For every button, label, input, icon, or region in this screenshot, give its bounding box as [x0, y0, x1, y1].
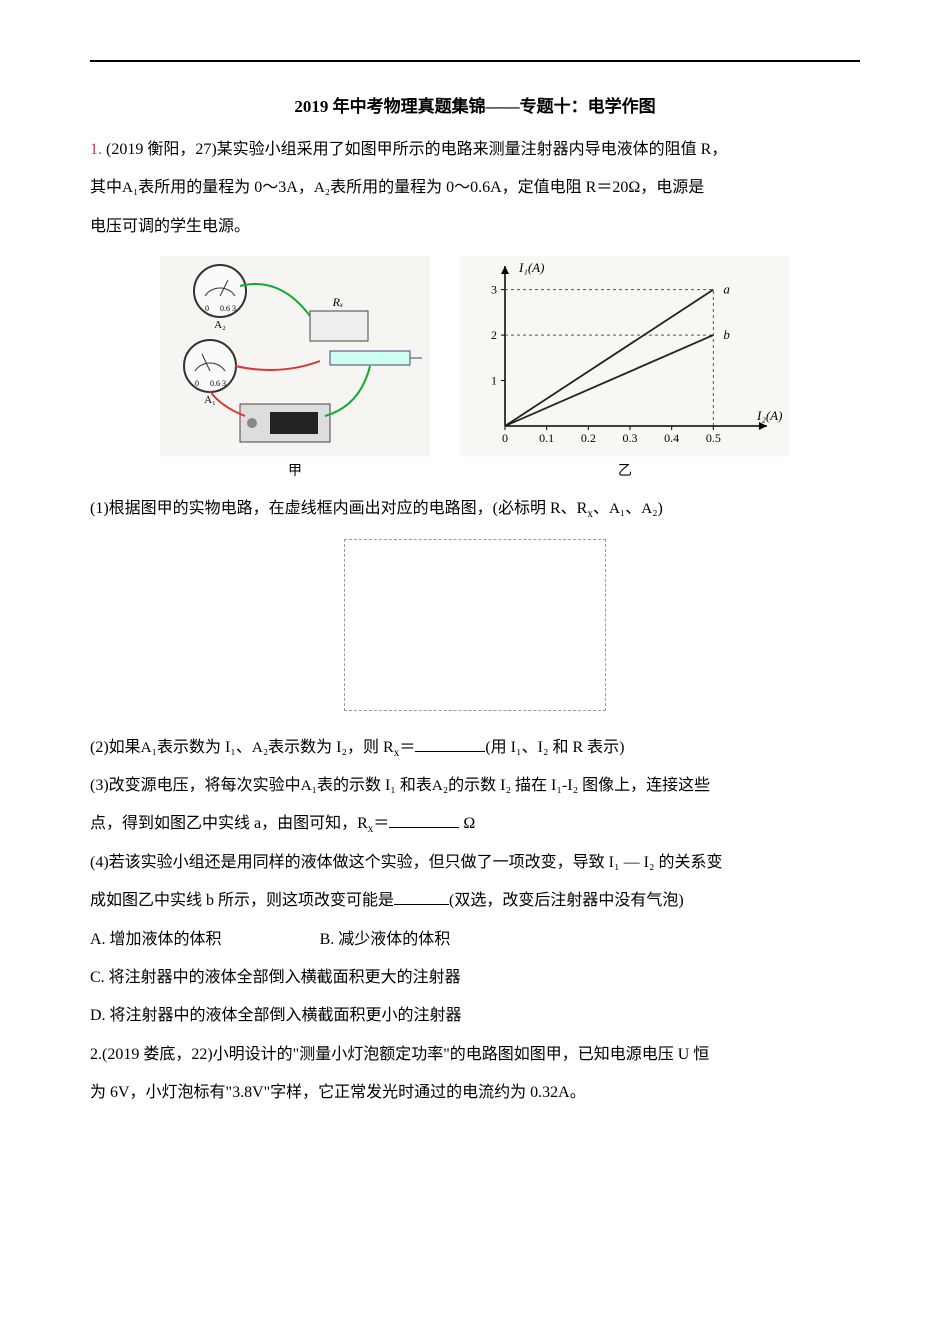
svg-text:Rₓ: Rₓ	[332, 295, 344, 309]
svg-text:I₁(A): I₁(A)	[518, 260, 544, 275]
figure-left: Rₓ A₂ 0 0.6 3 A₁ 0 0.6 3	[160, 256, 430, 476]
q1-sub3b: 表的示数 I₁ 和表	[317, 777, 432, 794]
svg-text:b: b	[723, 327, 730, 342]
q1-sub1a: (1)根据图甲的实物电路，在虚线框内画出对应的电路图，(必标明 R、R	[90, 500, 587, 517]
svg-text:0: 0	[195, 379, 199, 388]
q1-sub1b: 、	[593, 500, 609, 517]
page-title: 2019 年中考物理真题集锦——专题十：电学作图	[90, 92, 860, 117]
q1-sub3c: 的示数 I₂ 描在 I₁-I₂ 图像上，连接这些	[448, 777, 710, 794]
q1-source: (2019 衡阳，27)	[106, 141, 217, 158]
q1-sub1d: )	[658, 500, 663, 517]
q1-sub2d: ＝	[399, 739, 415, 756]
q1-sub2c: 表示数为 I₂，则 R	[268, 739, 394, 756]
svg-text:0: 0	[205, 304, 209, 313]
top-rule	[90, 60, 860, 62]
svg-text:3: 3	[491, 283, 497, 297]
circuit-sketch: Rₓ A₂ 0 0.6 3 A₁ 0 0.6 3	[160, 256, 430, 456]
svg-text:2: 2	[491, 328, 497, 342]
q1-sub3d: 点，得到如图乙中实线 a，由图可知，R	[90, 815, 368, 832]
q1-sub4b: 成如图乙中实线 b 所示，则这项改变可能是	[90, 892, 394, 909]
q1-sub3e: ＝	[373, 815, 389, 832]
q1-sub3f: Ω	[459, 815, 475, 832]
ammeter2-icon-b: A₂	[641, 500, 657, 517]
svg-text:a: a	[723, 282, 730, 297]
option-c: C. 将注射器中的液体全部倒入横截面积更大的注射器	[90, 959, 860, 997]
svg-text:I₂(A): I₂(A)	[756, 408, 782, 423]
q1-sub3-line2: 点，得到如图乙中实线 a，由图可知，Rx＝ Ω	[90, 805, 860, 843]
ammeter1-icon-c: A₁	[141, 739, 157, 756]
q1-line2c: 表所用的量程为 0～0.6A，定值电阻 R＝20Ω，电源是	[330, 179, 704, 196]
q1-sub2e: (用 I₁、I₂ 和 R 表示)	[485, 739, 624, 756]
q1-number: 1.	[90, 141, 102, 158]
ammeter1-icon-d: A₁	[301, 777, 317, 794]
q1-sub1c: 、	[625, 500, 641, 517]
figure-right: 12300.10.20.30.40.5abI₁(A)I₂(A) 乙	[460, 256, 790, 476]
fig-right-caption: 乙	[618, 460, 632, 480]
ammeter1-icon-b: A₁	[609, 500, 625, 517]
option-d: D. 将注射器中的液体全部倒入横截面积更小的注射器	[90, 997, 860, 1035]
q2-line1: 2.(2019 娄底，22)小明设计的"测量小灯泡额定功率"的电路图如图甲，已知…	[90, 1036, 860, 1074]
svg-text:0.3: 0.3	[623, 431, 638, 445]
blank-3	[394, 888, 449, 905]
svg-text:0.6 3: 0.6 3	[210, 379, 226, 388]
figure-row: Rₓ A₂ 0 0.6 3 A₁ 0 0.6 3	[90, 256, 860, 476]
ammeter2-icon-c: A₂	[252, 739, 268, 756]
ammeter2-icon-d: A₂	[432, 777, 448, 794]
blank-2	[389, 811, 459, 828]
graph-svg: 1 2 3 0 0.1 0.2 0.3 0.4 0.5 a b I₁(A) I₂(A)	[460, 256, 790, 456]
q1-line1: 某实验小组采用了如图甲所示的电路来测量注射器内导电液体的阻值 R，	[217, 141, 728, 158]
option-row-ab: A. 增加液体的体积 B. 减少液体的体积	[90, 921, 860, 959]
q1-line2: 其中A₁表所用的量程为 0～3A，A₂表所用的量程为 0～0.6A，定值电阻 R…	[90, 169, 860, 207]
option-b: B. 减少液体的体积	[320, 931, 451, 948]
ammeter1-icon: A₁	[122, 179, 138, 196]
svg-text:0.6 3: 0.6 3	[220, 304, 236, 313]
q1-sub2b: 表示数为 I₁、	[157, 739, 252, 756]
q1-line2b: 表所用的量程为 0～3A，	[138, 179, 314, 196]
svg-text:1: 1	[491, 374, 497, 388]
q1-sub4-line1: (4)若该实验小组还是用同样的液体做这个实验，但只做了一项改变，导致 I₁ — …	[90, 844, 860, 882]
answer-box	[344, 539, 606, 711]
q1-sub3a: (3)改变源电压，将每次实验中	[90, 777, 301, 794]
svg-text:0.4: 0.4	[664, 431, 679, 445]
document-page: 2019 年中考物理真题集锦——专题十：电学作图 1. (2019 衡阳，27)…	[0, 0, 950, 1344]
blank-1	[415, 735, 485, 752]
q1-line3: 电压可调的学生电源。	[90, 208, 860, 246]
ammeter2-icon: A₂	[314, 179, 330, 196]
svg-text:0: 0	[502, 431, 508, 445]
q1-sub2: (2)如果A₁表示数为 I₁、A₂表示数为 I₂，则 Rx＝(用 I₁、I₂ 和…	[90, 729, 860, 767]
svg-text:0.2: 0.2	[581, 431, 596, 445]
q1-sub2a: (2)如果	[90, 739, 141, 756]
q2-line2: 为 6V，小灯泡标有"3.8V"字样，它正常发光时通过的电流约为 0.32A。	[90, 1074, 860, 1112]
option-a: A. 增加液体的体积	[90, 931, 222, 948]
q1-paragraph: 1. (2019 衡阳，27)某实验小组采用了如图甲所示的电路来测量注射器内导电…	[90, 131, 860, 169]
q1-sub3-line1: (3)改变源电压，将每次实验中A₁表的示数 I₁ 和表A₂的示数 I₂ 描在 I…	[90, 767, 860, 805]
svg-text:0.5: 0.5	[706, 431, 721, 445]
q1-sub4-line2: 成如图乙中实线 b 所示，则这项改变可能是 (双选，改变后注射器中没有气泡)	[90, 882, 860, 920]
q1-sub4c: (双选，改变后注射器中没有气泡)	[449, 892, 684, 909]
q1-sub1: (1)根据图甲的实物电路，在虚线框内画出对应的电路图，(必标明 R、Rx、A₁、…	[90, 490, 860, 528]
svg-text:A₂: A₂	[214, 319, 226, 331]
q1-line2a: 其中	[90, 179, 122, 196]
svg-text:0.1: 0.1	[539, 431, 554, 445]
fig-left-caption: 甲	[288, 460, 302, 480]
